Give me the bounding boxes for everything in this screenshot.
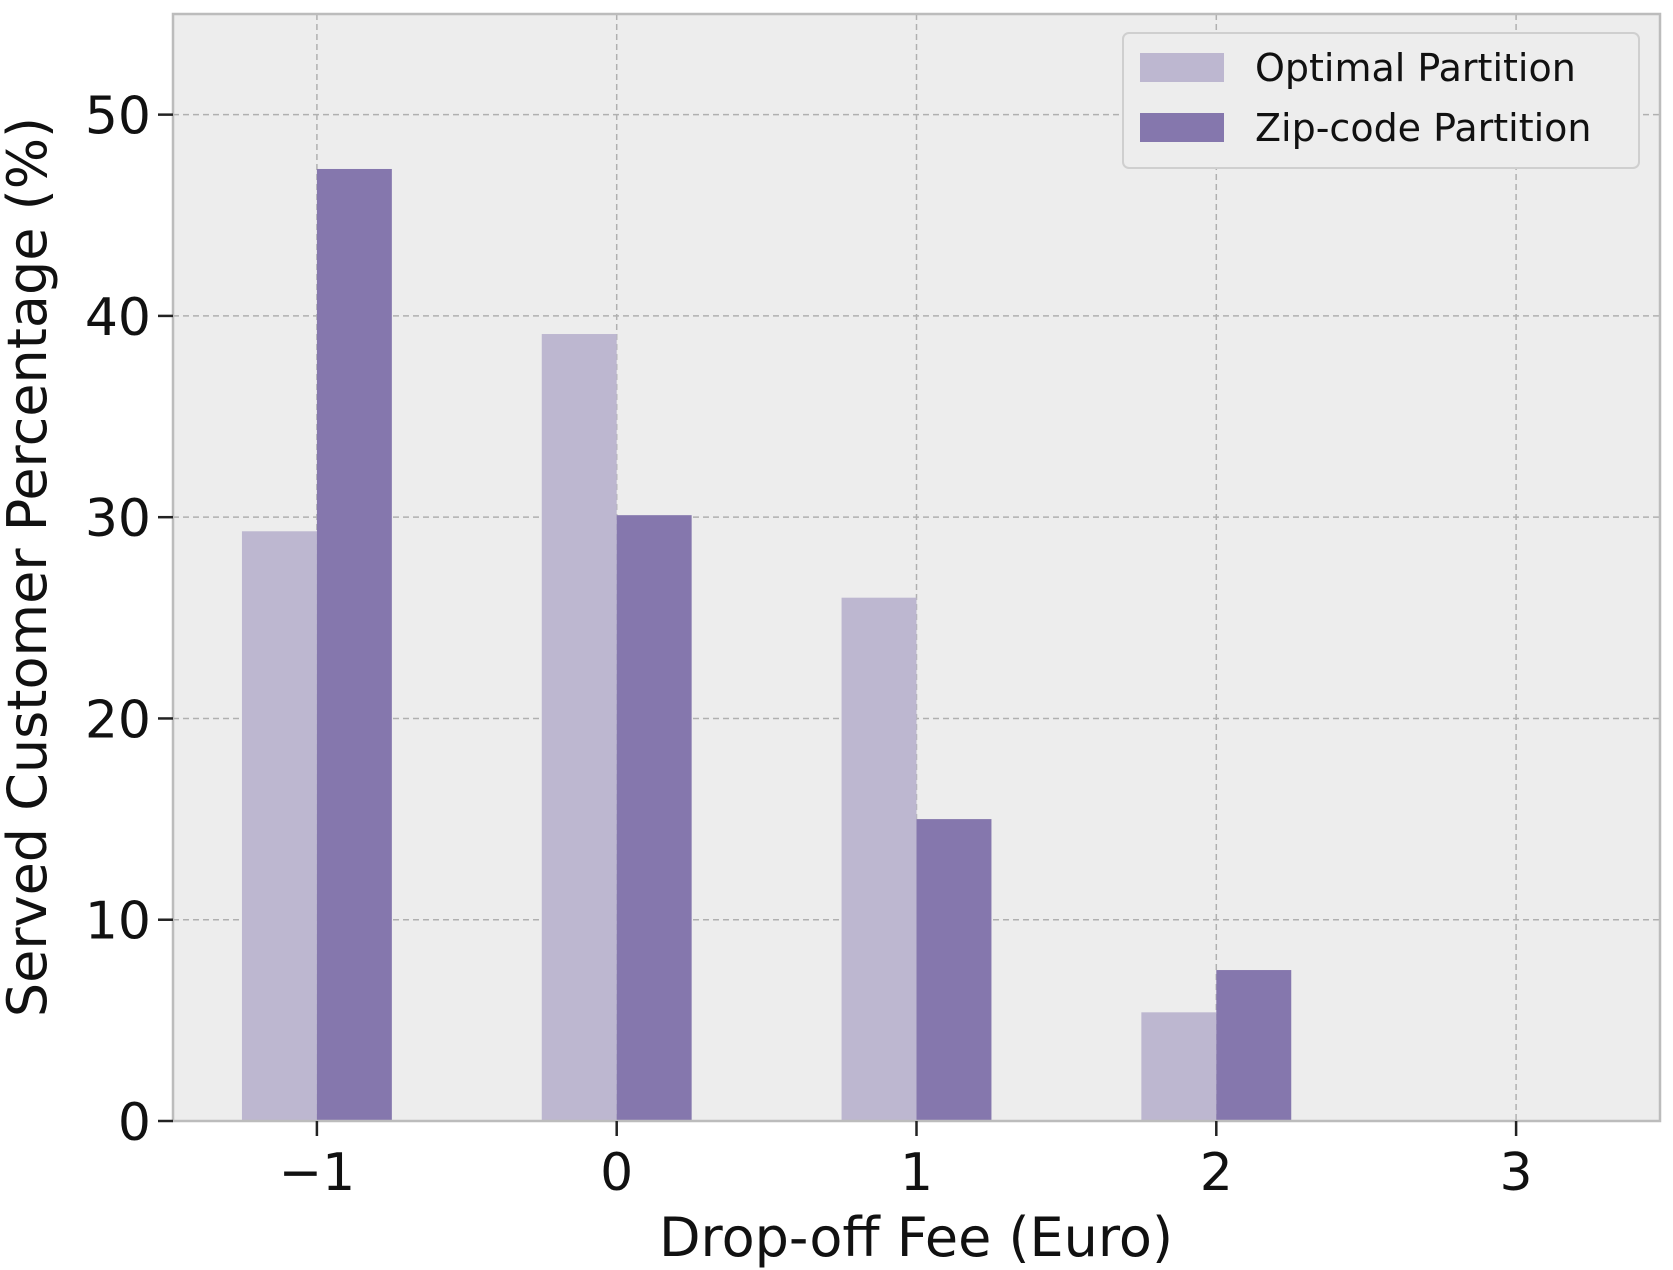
y-tick-label: 0 xyxy=(118,1093,151,1153)
legend-label-optimal: Optimal Partition xyxy=(1255,46,1576,90)
y-tick-label: 20 xyxy=(85,690,151,750)
legend-label-zipcode: Zip-code Partition xyxy=(1255,106,1592,150)
bar-optimal-0 xyxy=(241,531,317,1121)
bars xyxy=(241,168,1292,1122)
axis-ticks: 0 10 20 30 40 50 −1 0 1 2 3 xyxy=(85,87,1533,1203)
y-tick-label: 40 xyxy=(85,288,151,348)
bar-zipcode-2 xyxy=(916,819,992,1121)
bar-zipcode-3 xyxy=(1216,970,1292,1121)
legend: Optimal Partition Zip-code Partition xyxy=(1122,32,1640,169)
y-axis-label: Served Customer Percentage (%) xyxy=(0,117,59,1017)
y-tick-label: 30 xyxy=(85,489,151,549)
bar-optimal-3 xyxy=(1141,1012,1217,1121)
bar-optimal-1 xyxy=(541,334,617,1121)
bar-zipcode-0 xyxy=(316,168,392,1122)
x-axis-label: Drop-off Fee (Euro) xyxy=(659,1206,1173,1269)
y-tick-label: 50 xyxy=(85,87,151,147)
legend-box xyxy=(1122,32,1640,169)
x-tick-label: −1 xyxy=(279,1143,356,1203)
bar-zipcode-1 xyxy=(616,515,692,1121)
legend-swatch-zipcode xyxy=(1140,113,1224,142)
legend-swatch-optimal xyxy=(1140,53,1224,82)
bar-optimal-2 xyxy=(841,597,917,1121)
x-tick-label: 2 xyxy=(1200,1143,1233,1203)
y-tick-label: 10 xyxy=(85,892,151,952)
x-tick-label: 1 xyxy=(900,1143,933,1203)
x-tick-label: 3 xyxy=(1500,1143,1533,1203)
x-tick-label: 0 xyxy=(600,1143,633,1203)
